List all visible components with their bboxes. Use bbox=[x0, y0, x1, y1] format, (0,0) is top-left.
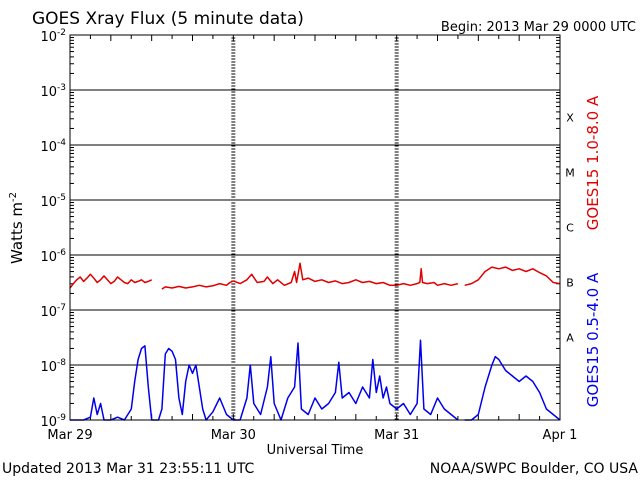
y-tick-labels: 10-2 10-3 10-4 10-5 10-6 10-7 10-8 10-9 bbox=[40, 28, 66, 430]
series-line-long bbox=[464, 266, 561, 287]
flare-class-label: A bbox=[566, 332, 574, 345]
y-tick-label: 10-3 bbox=[40, 83, 66, 100]
legend-long-channel: GOES15 1.0-8.0 A bbox=[584, 95, 602, 230]
updated-timestamp: Updated 2013 Mar 31 23:55:11 UTC bbox=[2, 461, 255, 477]
x-tick-label: Mar 30 bbox=[211, 428, 256, 443]
credit-label: NOAA/SWPC Boulder, CO USA bbox=[430, 461, 639, 477]
y-tick-label: 10-4 bbox=[40, 138, 66, 155]
x-tick-label: Apr 1 bbox=[543, 428, 578, 443]
series-line-short bbox=[70, 339, 459, 421]
data-series bbox=[69, 262, 561, 421]
y-tick-label: 10-6 bbox=[40, 248, 66, 265]
x-tick-label: Mar 31 bbox=[374, 428, 419, 443]
flare-class-label: C bbox=[566, 222, 574, 235]
plot-frame bbox=[69, 34, 561, 421]
legend-short-channel: GOES15 0.5-4.0 A bbox=[584, 272, 602, 407]
series-line-long bbox=[161, 262, 459, 290]
flare-class-label: B bbox=[566, 277, 574, 290]
chart-title: GOES Xray Flux (5 minute data) bbox=[32, 9, 304, 29]
series-line-long bbox=[69, 273, 153, 289]
x-axis-label: Universal Time bbox=[267, 443, 364, 458]
x-tick-label: Mar 29 bbox=[47, 428, 92, 443]
y-tick-label: 10-2 bbox=[40, 28, 66, 45]
flare-class-labels: X M C B A bbox=[565, 112, 575, 345]
begin-label: Begin: 2013 Mar 29 0000 UTC bbox=[441, 20, 636, 35]
y-tick-label: 10-7 bbox=[40, 303, 66, 320]
x-tick-labels: Mar 29 Mar 30 Mar 31 Apr 1 bbox=[47, 428, 577, 443]
y-tick-label: 10-8 bbox=[40, 358, 66, 375]
flare-class-label: X bbox=[566, 112, 574, 125]
y-tick-label: 10-9 bbox=[40, 413, 66, 430]
series-line-short bbox=[464, 355, 561, 421]
y-tick-label: 10-5 bbox=[40, 193, 66, 210]
y-axis-label: Watts m-2 bbox=[8, 192, 26, 264]
flare-class-label: M bbox=[565, 167, 575, 180]
